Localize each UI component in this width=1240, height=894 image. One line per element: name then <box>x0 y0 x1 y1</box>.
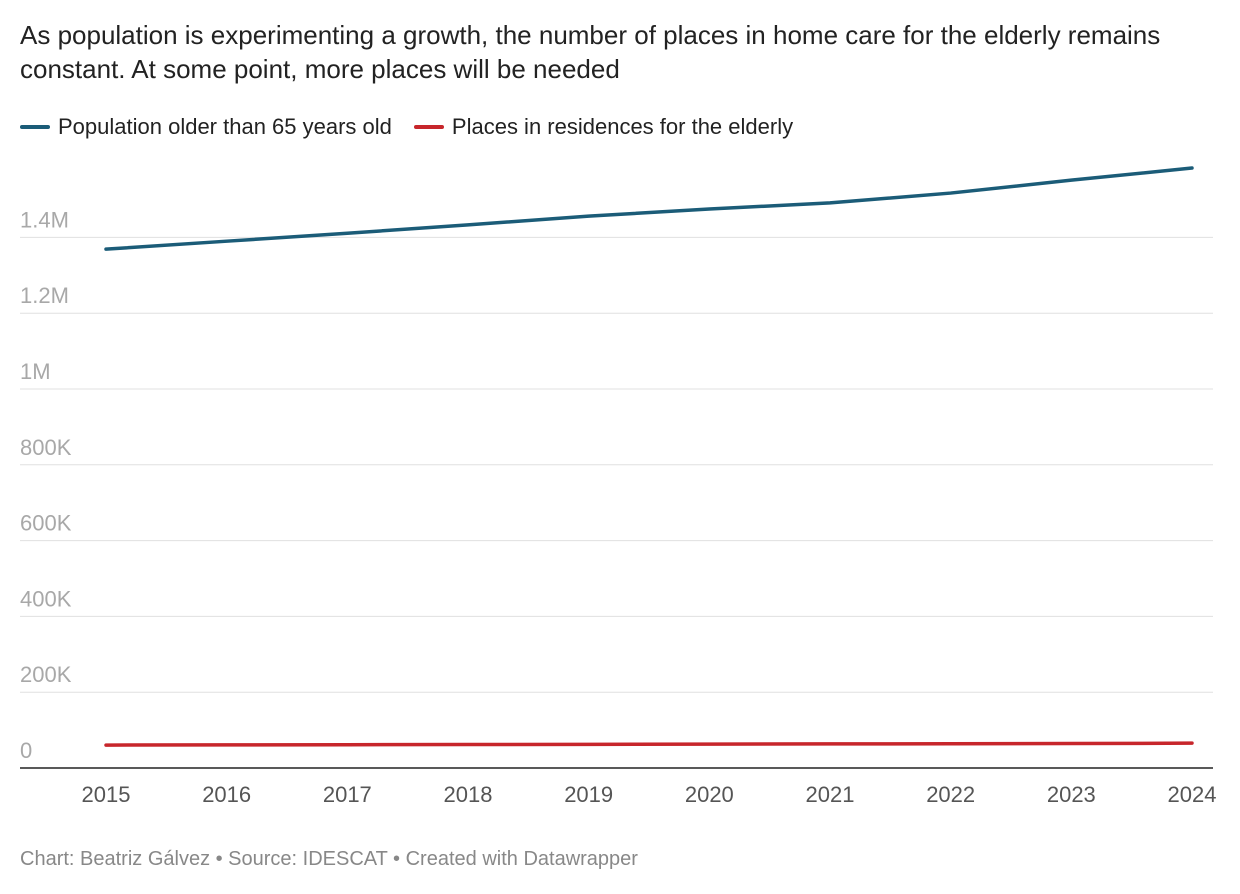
y-tick-label: 400K <box>20 586 72 611</box>
x-tick-label: 2015 <box>82 782 131 807</box>
x-tick-label: 2016 <box>202 782 251 807</box>
x-tick-label: 2017 <box>323 782 372 807</box>
line-series <box>104 166 1194 251</box>
legend-swatch <box>413 125 444 129</box>
x-tick-label: 2020 <box>685 782 734 807</box>
legend: Population older than 65 years old Places… <box>20 114 793 140</box>
x-tick-label: 2021 <box>806 782 855 807</box>
y-tick-label: 600K <box>20 511 72 536</box>
x-tick-label: 2019 <box>564 782 613 807</box>
x-tick-label: 2018 <box>444 782 493 807</box>
line-series <box>104 741 1194 747</box>
chart-footer: Chart: Beatriz Gálvez • Source: IDESCAT … <box>20 848 638 870</box>
chart-title: As population is experimenting a growth,… <box>20 20 1161 84</box>
y-tick-label: 800K <box>20 435 72 460</box>
y-tick-label: 1.4M <box>20 207 69 232</box>
legend-label: Population older than 65 years old <box>58 114 392 139</box>
y-tick-label: 200K <box>20 662 72 687</box>
x-tick-label: 2024 <box>1168 782 1217 807</box>
legend-item: Population older than 65 years old <box>20 114 392 140</box>
y-tick-label: 1.2M <box>20 283 69 308</box>
legend-swatch <box>20 125 50 129</box>
x-tick-label: 2023 <box>1047 782 1096 807</box>
legend-label: Places in residences for the elderly <box>451 114 794 139</box>
legend-item: Places in residences for the elderly <box>413 114 794 140</box>
x-tick-label: 2022 <box>926 782 975 807</box>
y-tick-label: 1M <box>20 359 51 384</box>
y-tick-label: 0 <box>20 738 32 763</box>
